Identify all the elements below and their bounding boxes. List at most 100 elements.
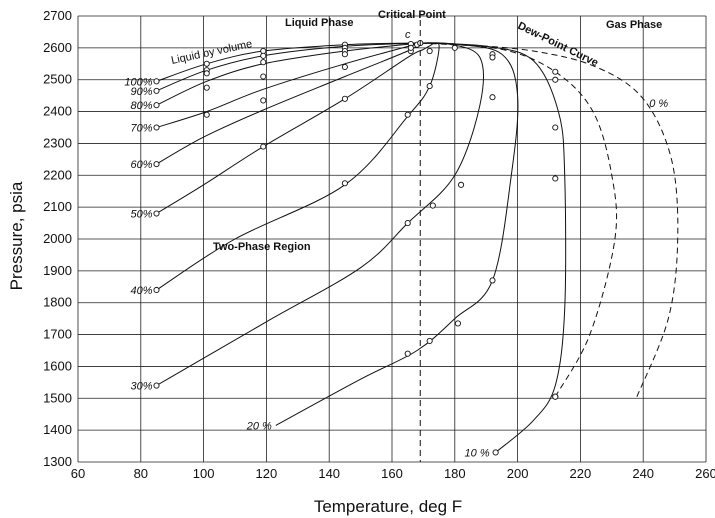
data-point-10-2 (552, 76, 559, 83)
data-point-6-0 (153, 286, 160, 294)
series-label-10: 0 % (649, 98, 668, 110)
x-tick-label-7: 200 (507, 466, 529, 481)
data-point-8-5 (489, 94, 496, 101)
y-tick-label-0: 1300 (43, 454, 72, 469)
data-point-8-2 (454, 320, 461, 327)
series-line-7 (156, 42, 484, 386)
data-point-4-0 (153, 161, 160, 168)
data-point-0-1 (203, 60, 210, 67)
y-tick-label-11: 2400 (43, 104, 72, 119)
series-line-9 (420, 42, 567, 453)
series-label-6: 40% (130, 285, 152, 297)
y-tick-label-8: 2100 (43, 199, 72, 214)
data-point-2-1 (203, 70, 210, 77)
data-point-6-4 (426, 47, 433, 55)
x-tick-label-0: 60 (71, 466, 85, 481)
y-tick-label-14: 2700 (43, 8, 72, 23)
y-tick-label-6: 1900 (43, 263, 72, 278)
series-label-8: 20 % (246, 420, 272, 432)
tick-labels: 60 80 100 120 140 160 180 200 220 240 260 1300 1400 1… (43, 8, 715, 481)
series-labels: 100%90% 80% 70% 60% 50% 40% 30% 20 % 10 % 0 % (124, 76, 668, 459)
data-point-5-1 (260, 143, 267, 150)
y-tick-label-4: 1700 (43, 327, 72, 342)
series-line-3 (156, 42, 421, 128)
data-point-9-3 (552, 124, 559, 131)
x-tick-label-6: 180 (444, 466, 466, 481)
data-point-7-0 (153, 382, 160, 389)
data-point-3-0 (153, 124, 160, 131)
series-line-4 (156, 42, 421, 165)
x-axis-title: Temperature, deg F (314, 497, 462, 516)
critical-point-label: Critical Point (378, 9, 446, 21)
data-point-1-0 (153, 87, 160, 94)
y-tick-label-10: 2300 (43, 135, 72, 150)
data-point-4-2 (260, 97, 267, 104)
data-point-8-0 (404, 350, 411, 357)
data-point-0-0 (153, 78, 160, 85)
gas-phase-label: Gas Phase (606, 19, 662, 31)
series-line-2 (156, 42, 421, 106)
x-tick-label-1: 80 (134, 466, 148, 481)
y-tick-label-5: 1800 (43, 295, 72, 310)
data-point-3-1 (203, 84, 210, 91)
data-point-7-1 (404, 220, 411, 227)
series-label-0: 100% (124, 76, 152, 88)
series-label-4: 60% (130, 159, 152, 171)
y-tick-label-13: 2600 (43, 40, 72, 55)
y-tick-label-12: 2500 (43, 72, 72, 87)
series-label-2: 80% (130, 100, 152, 112)
series-label-5: 50% (130, 209, 152, 221)
dew-point-curve-label: Dew-Point Curve (516, 20, 600, 69)
y-tick-label-3: 1600 (43, 358, 72, 373)
series-line-10 (420, 42, 618, 397)
markers (153, 40, 559, 456)
y-axis-title: Pressure, psia (7, 181, 26, 290)
liquid-phase-label: Liquid Phase (285, 17, 353, 29)
x-tick-label-10: 260 (695, 466, 715, 481)
data-point-8-3 (458, 181, 465, 188)
data-point-10-1 (552, 68, 559, 75)
grid (77, 15, 707, 463)
data-point-3-2 (260, 73, 267, 80)
series-line-1 (156, 42, 421, 92)
series-label-3: 70% (130, 123, 152, 135)
data-point-1-2 (260, 52, 267, 59)
series-label-7: 30% (130, 381, 152, 393)
data-point-4-4 (407, 44, 414, 51)
data-point-6-1 (341, 180, 348, 187)
x-tick-label-3: 120 (256, 466, 278, 481)
data-point-9-2 (552, 175, 559, 182)
series-line-11 (420, 42, 679, 397)
two-phase-region-label: Two-Phase Region (213, 241, 311, 253)
data-point-7-3 (451, 44, 458, 51)
data-point-7-2 (429, 202, 436, 209)
data-point-5-2 (341, 95, 348, 102)
x-tick-label-9: 240 (632, 466, 654, 481)
y-tick-label-9: 2200 (43, 167, 72, 182)
data-point-5-0 (153, 210, 160, 217)
critical-point-c: c (405, 29, 411, 41)
y-tick-label-7: 2000 (43, 231, 72, 246)
data-point-9-4 (489, 54, 496, 61)
y-tick-label-1: 1400 (43, 422, 72, 437)
x-tick-label-8: 220 (570, 466, 592, 481)
data-point-2-2 (260, 59, 267, 66)
data-point-4-3 (341, 63, 348, 71)
x-tick-label-2: 100 (193, 466, 215, 481)
series-line-5 (156, 43, 434, 214)
y-tick-label-2: 1500 (43, 390, 72, 405)
series-line-8 (275, 42, 519, 426)
data-point-4-1 (203, 111, 210, 118)
data-point-6-3 (426, 83, 433, 90)
x-tick-label-5: 160 (381, 466, 403, 481)
data-point-10-0 (552, 393, 559, 400)
data-point-3-3 (341, 51, 348, 58)
data-point-9-0 (492, 449, 499, 456)
data-point-8-4 (489, 277, 496, 284)
data-point-8-1 (426, 337, 433, 344)
data-point-2-0 (153, 102, 160, 109)
series-label-1: 90% (130, 86, 152, 98)
data-point-6-2 (404, 111, 411, 118)
x-tick-label-4: 140 (318, 466, 340, 481)
